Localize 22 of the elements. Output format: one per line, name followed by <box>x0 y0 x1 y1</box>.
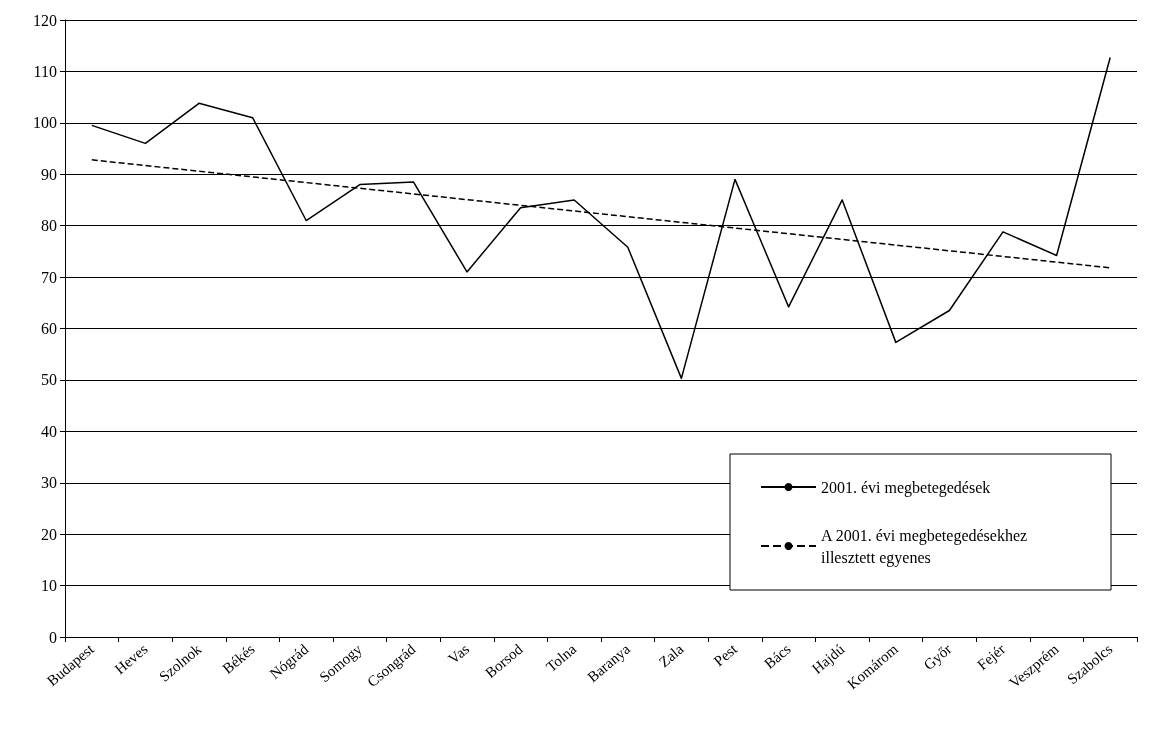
y-tick-label: 10 <box>41 577 57 595</box>
y-tick-label: 80 <box>41 217 57 235</box>
y-tick-label: 0 <box>49 628 57 646</box>
y-tick-label: 110 <box>33 62 57 80</box>
legend-label: 2001. évi megbetegedések <box>821 478 991 497</box>
legend-label: A 2001. évi megbetegedésekhez illesztett egyenes <box>821 526 1032 567</box>
y-tick-label: 90 <box>41 165 57 183</box>
x-tick-label: Győr <box>920 640 955 673</box>
y-tick-label: 70 <box>41 268 57 286</box>
x-tick-label: Vas <box>445 640 473 668</box>
x-tick-label: Pest <box>710 640 741 670</box>
x-tick-label: Bács <box>761 640 794 672</box>
x-tick-label: Fejér <box>974 640 1009 673</box>
y-tick-label: 50 <box>41 371 57 389</box>
y-tick-label: 20 <box>41 525 57 543</box>
y-tick-label: 40 <box>41 422 57 440</box>
x-tick-label: Tolna <box>543 640 580 675</box>
y-tick-label: 100 <box>33 114 57 132</box>
x-tick-label: Zala <box>655 640 687 671</box>
y-tick-label: 30 <box>41 474 57 492</box>
y-tick-label: 60 <box>41 320 57 337</box>
y-tick-label: 120 <box>33 11 57 29</box>
